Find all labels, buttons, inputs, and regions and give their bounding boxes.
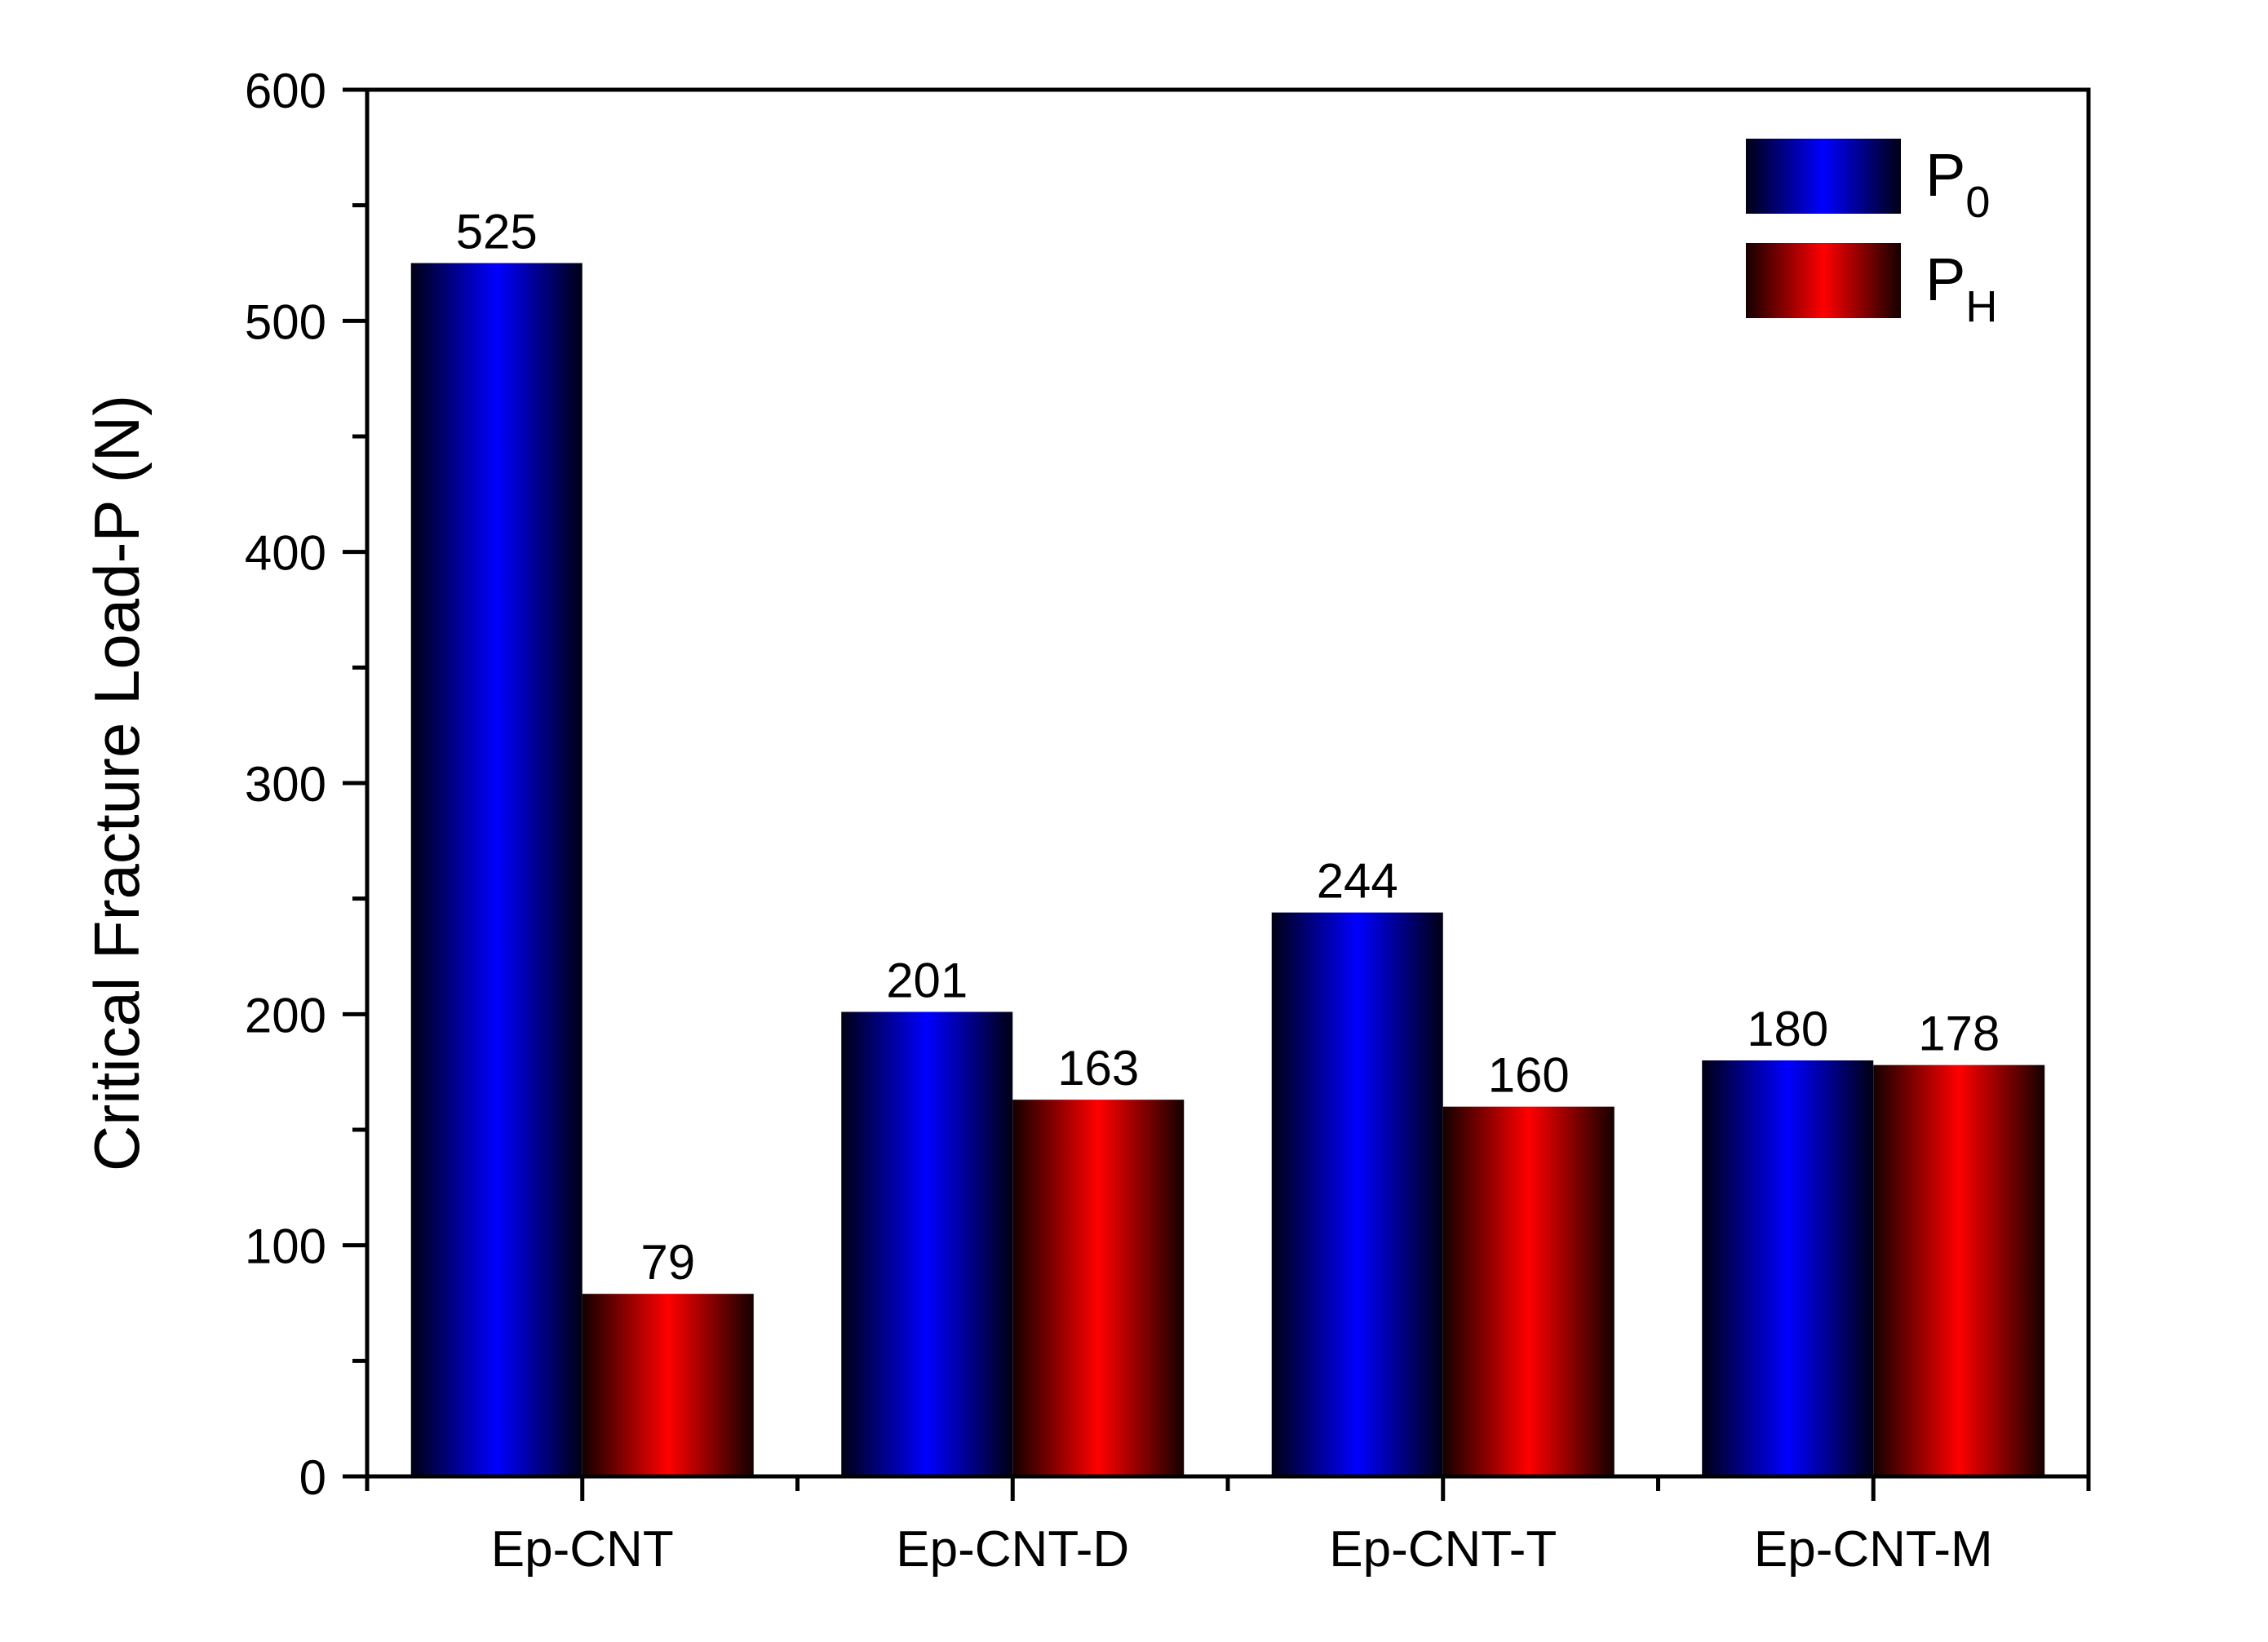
bar-ep-cnt-d-series-1 bbox=[841, 1011, 1013, 1476]
legend-label-main: P bbox=[1925, 141, 1965, 209]
y-tick-label: 100 bbox=[245, 1219, 326, 1274]
data-label: 160 bbox=[1488, 1048, 1570, 1103]
legend-label-subscript: 0 bbox=[1965, 178, 1990, 227]
y-tick-label: 0 bbox=[299, 1450, 326, 1505]
data-label: 525 bbox=[456, 205, 538, 259]
y-tick-label: 300 bbox=[245, 757, 326, 812]
y-tick-label: 200 bbox=[245, 988, 326, 1042]
x-tick-label: Ep-CNT-D bbox=[896, 1521, 1129, 1578]
y-axis-title: Critical Fracture Load-P (N) bbox=[81, 395, 153, 1171]
y-tick-label: 500 bbox=[245, 294, 326, 349]
data-label: 244 bbox=[1317, 854, 1398, 909]
x-tick-label: Ep-CNT-M bbox=[1754, 1521, 1993, 1578]
bar-ep-cnt-d-series-2 bbox=[1012, 1100, 1185, 1476]
data-label: 180 bbox=[1747, 1002, 1828, 1056]
data-label: 201 bbox=[886, 954, 968, 1008]
data-label: 163 bbox=[1057, 1041, 1139, 1095]
bar-ep-cnt-t-series-2 bbox=[1442, 1106, 1615, 1476]
legend-label-subscript: H bbox=[1965, 282, 1997, 331]
x-tick-label: Ep-CNT-T bbox=[1329, 1521, 1557, 1578]
bar-ep-cnt-t-series-1 bbox=[1271, 912, 1443, 1476]
legend-label-main: P bbox=[1925, 246, 1965, 313]
legend-label: P0 bbox=[1925, 141, 1990, 227]
y-tick-label: 400 bbox=[245, 526, 326, 581]
legend-swatch bbox=[1746, 243, 1901, 318]
data-label: 178 bbox=[1918, 1007, 2000, 1061]
legend-swatch bbox=[1746, 139, 1901, 214]
x-tick-label: Ep-CNT bbox=[491, 1521, 674, 1578]
bar-ep-cnt-m-series-1 bbox=[1702, 1060, 1874, 1476]
data-label: 79 bbox=[640, 1235, 695, 1290]
bar-ep-cnt-series-2 bbox=[582, 1294, 754, 1476]
bar-ep-cnt-m-series-2 bbox=[1873, 1064, 2045, 1476]
y-tick-label: 600 bbox=[245, 64, 326, 118]
bar-ep-cnt-series-1 bbox=[410, 263, 583, 1476]
legend-label: PH bbox=[1925, 246, 1997, 331]
